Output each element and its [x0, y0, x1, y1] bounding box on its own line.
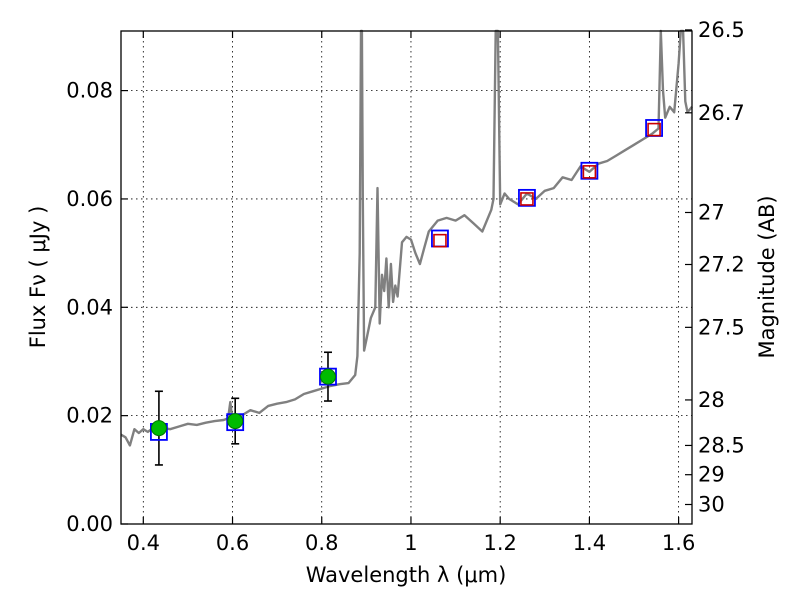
detection-point — [227, 413, 244, 430]
y-tick-label: 0.04 — [66, 295, 113, 319]
detection-point — [319, 368, 336, 385]
y-axis-label: Flux Fν ( μJy ) — [26, 206, 50, 349]
x-tick-label: 0.4 — [127, 531, 160, 555]
y-tick-label: 0.08 — [66, 79, 113, 103]
mag-tick-label: 26.7 — [698, 101, 745, 125]
open-square-point — [647, 122, 661, 137]
mag-tick-label: 27.2 — [698, 252, 745, 276]
mag-tick-label: 30 — [698, 492, 725, 516]
open-square-point — [520, 192, 534, 206]
x-tick-label: 0.6 — [216, 531, 249, 555]
mag-tick-label: 28 — [698, 388, 725, 412]
grid — [121, 31, 692, 524]
marker-layer — [150, 119, 663, 466]
mag-tick-label: 26.5 — [698, 18, 745, 42]
mag-tick-label: 28.5 — [698, 433, 745, 457]
x-tick-label: 1 — [404, 531, 417, 555]
x-axis-label: Wavelength λ (μm) — [306, 563, 507, 587]
mag-tick-label: 29 — [698, 463, 725, 487]
tick-layer: 0.4 0.6 0.8 1 1.2 1.4 1.6 0.00 0.02 0.04 0.06 0.08 2… — [66, 18, 745, 555]
model-square-point — [518, 188, 536, 207]
spectrum-line — [120, 29, 693, 447]
mag-tick-label: 27 — [698, 200, 725, 224]
y-tick-label: 0.00 — [66, 512, 113, 536]
y-tick-label: 0.02 — [66, 404, 113, 428]
y-axis-right-label: Magnitude (AB) — [755, 195, 779, 358]
plot-frame — [120, 30, 693, 525]
model-square-point — [580, 161, 599, 180]
mag-tick-label: 27.5 — [698, 315, 745, 339]
open-square-point — [433, 233, 447, 248]
spectrum-layer — [120, 29, 693, 447]
x-tick-label: 1.4 — [573, 531, 606, 555]
x-tick-label: 1.2 — [483, 531, 516, 555]
detection-point — [150, 420, 167, 437]
x-tick-label: 0.8 — [305, 531, 338, 555]
x-tick-label: 1.6 — [662, 531, 695, 555]
open-square-point — [582, 165, 597, 179]
y-tick-label: 0.06 — [66, 187, 113, 211]
